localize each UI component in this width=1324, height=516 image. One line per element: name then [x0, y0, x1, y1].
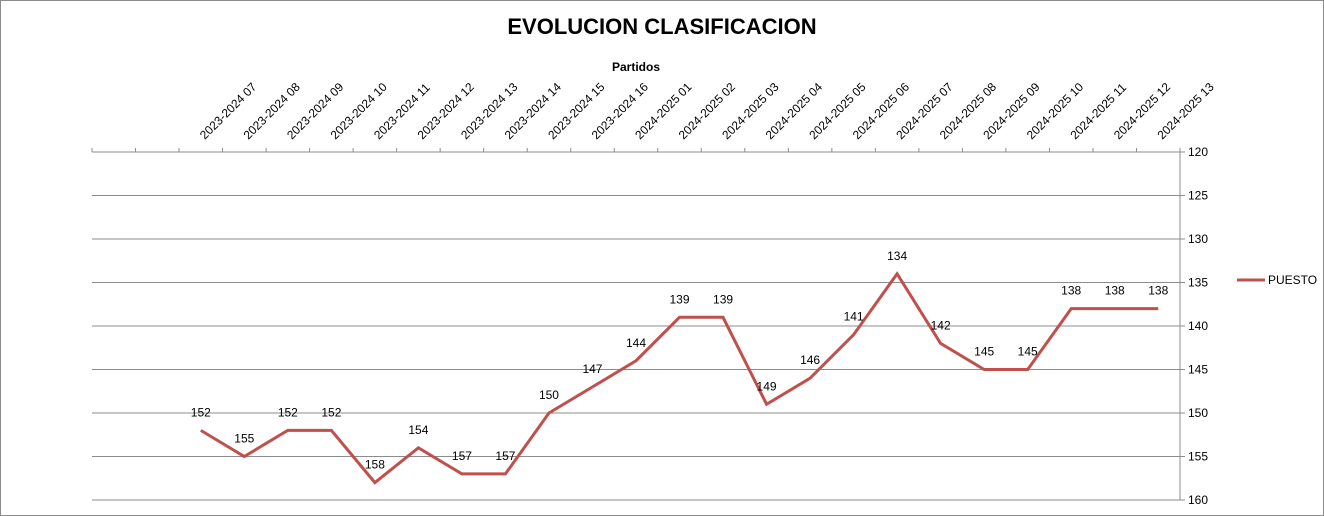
data-label: 139 — [713, 292, 733, 306]
y-tick-label: 120 — [1188, 145, 1208, 159]
data-label: 157 — [452, 449, 472, 463]
data-labels: 152 155 152 152 158 154 157 157 150 147 144 139 139 1… — [191, 249, 1169, 472]
gridlines — [92, 151, 1180, 501]
y-tick-label: 135 — [1188, 276, 1208, 290]
data-label: 150 — [539, 388, 559, 402]
data-label: 147 — [582, 362, 602, 376]
legend-label: PUESTO — [1268, 273, 1317, 287]
data-label: 134 — [887, 249, 907, 263]
data-label: 157 — [495, 449, 515, 463]
data-label: 138 — [1061, 284, 1081, 298]
data-label: 138 — [1105, 284, 1125, 298]
y-tick-label: 125 — [1188, 189, 1208, 203]
y-tick-label: 145 — [1188, 363, 1208, 377]
data-label: 145 — [974, 345, 994, 359]
chart-title: EVOLUCION CLASIFICACION — [507, 14, 817, 39]
y-tick-label: 130 — [1188, 232, 1208, 246]
data-label: 142 — [931, 318, 951, 332]
data-label: 152 — [321, 405, 341, 419]
legend: PUESTO — [1237, 273, 1317, 287]
data-label: 158 — [365, 458, 385, 472]
y-tick-label: 150 — [1188, 406, 1208, 420]
data-label: 154 — [408, 423, 428, 437]
data-label: 139 — [670, 292, 690, 306]
series-layer — [200, 271, 1159, 485]
y-tick-label: 155 — [1188, 450, 1208, 464]
data-label: 152 — [191, 405, 211, 419]
data-label: 138 — [1148, 284, 1168, 298]
data-label: 144 — [626, 336, 646, 350]
data-label: 155 — [234, 432, 254, 446]
x-axis-label: Partidos — [611, 60, 660, 74]
data-label: 145 — [1018, 345, 1038, 359]
data-label: 152 — [278, 405, 298, 419]
data-label: 149 — [757, 379, 777, 393]
y-tick-label: 140 — [1188, 319, 1208, 333]
data-label: 141 — [844, 310, 864, 324]
data-label: 146 — [800, 353, 820, 367]
y-tick-label: 160 — [1188, 493, 1208, 507]
